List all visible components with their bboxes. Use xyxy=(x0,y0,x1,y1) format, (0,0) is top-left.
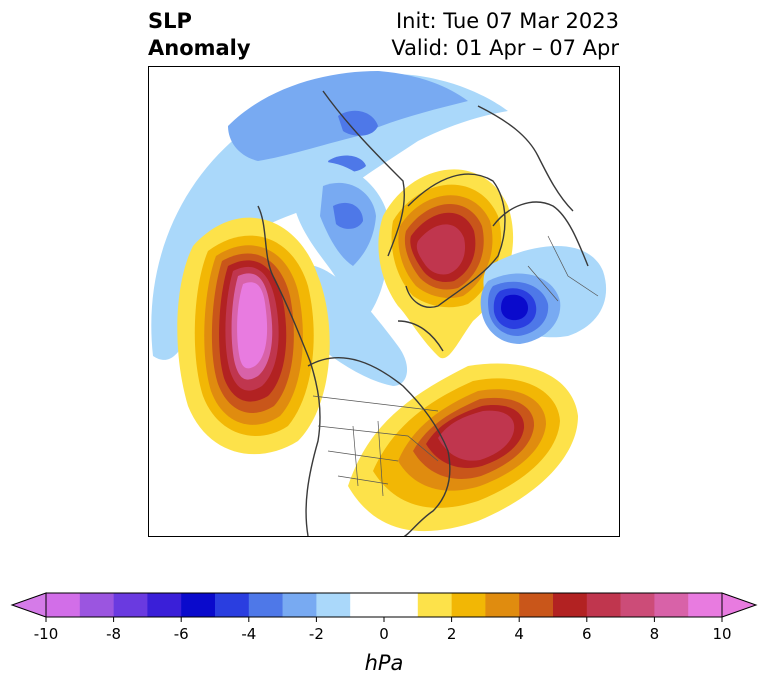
colorbar-tick-label: 4 xyxy=(514,625,524,643)
colorbar-segment xyxy=(485,593,520,617)
colorbar-segment xyxy=(519,593,554,617)
negative-anomaly-europe xyxy=(480,246,607,344)
colorbar-segment xyxy=(181,593,216,617)
title-subtitle: Anomaly xyxy=(148,36,251,60)
colorbar-segment xyxy=(417,593,452,617)
colorbar-tick-label: 6 xyxy=(582,625,592,643)
negative-anomaly-arc xyxy=(151,71,509,360)
colorbar-segments xyxy=(10,592,758,618)
map-frame xyxy=(148,66,620,537)
title-left: SLP Anomaly xyxy=(148,8,251,62)
colorbar-tick-label: 0 xyxy=(379,625,389,643)
colorbar-segment xyxy=(586,593,621,617)
colorbar-segment xyxy=(147,593,182,617)
colorbar-segment xyxy=(350,593,419,617)
colorbar-segment xyxy=(79,593,114,617)
colorbar-under-arrow xyxy=(10,592,47,618)
positive-anomaly-atlantic xyxy=(348,363,578,532)
colorbar-tick-label: -8 xyxy=(106,625,121,643)
colorbar-segment xyxy=(248,593,283,617)
colorbar-segment xyxy=(553,593,588,617)
title-right: Init: Tue 07 Mar 2023 Valid: 01 Apr – 07… xyxy=(391,8,619,62)
colorbar: -10 -8 -6 -4 -2 0 2 4 6 8 10 hPa xyxy=(10,592,758,675)
colorbar-tick-label: 8 xyxy=(650,625,660,643)
colorbar-over-arrow xyxy=(721,592,758,618)
valid-period: Valid: 01 Apr – 07 Apr xyxy=(391,36,619,60)
colorbar-tick-label: -2 xyxy=(309,625,324,643)
colorbar-segment xyxy=(46,593,81,617)
colorbar-segment xyxy=(451,593,486,617)
colorbar-tick-label: -6 xyxy=(174,625,189,643)
colorbar-segment xyxy=(113,593,148,617)
anomaly-map xyxy=(148,66,620,537)
political-borders xyxy=(312,235,599,497)
colorbar-tick-label: -4 xyxy=(241,625,256,643)
positive-anomaly-north-pacific xyxy=(177,217,330,455)
colorbar-ticks: -10 -8 -6 -4 -2 0 2 4 6 8 10 xyxy=(34,617,732,643)
positive-anomaly-greenland xyxy=(378,169,514,359)
colorbar-tick-label: 2 xyxy=(447,625,457,643)
colorbar-unit-label: hPa xyxy=(365,651,404,675)
colorbar-segment xyxy=(215,593,250,617)
colorbar-segment xyxy=(688,593,723,617)
coastlines xyxy=(257,90,589,537)
colorbar-segment xyxy=(282,593,317,617)
init-date: Init: Tue 07 Mar 2023 xyxy=(395,9,619,33)
colorbar-tick-label: -10 xyxy=(34,625,59,643)
colorbar-segment xyxy=(316,593,351,617)
colorbar-tick-label: 10 xyxy=(712,625,731,643)
colorbar-segment xyxy=(620,593,655,617)
colorbar-segment xyxy=(654,593,689,617)
title-variable: SLP xyxy=(148,9,192,33)
